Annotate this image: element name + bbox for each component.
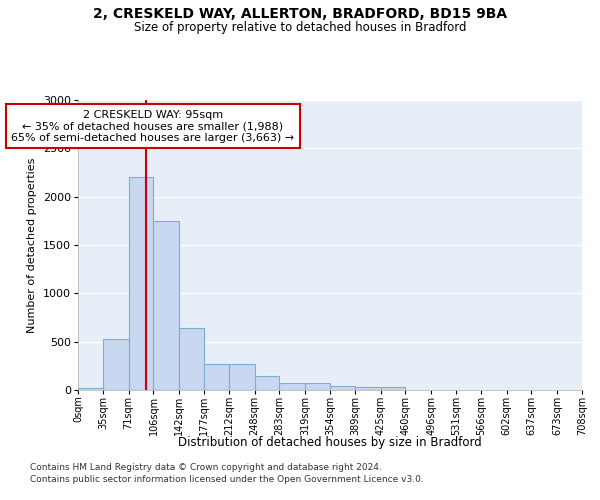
Text: 2, CRESKELD WAY, ALLERTON, BRADFORD, BD15 9BA: 2, CRESKELD WAY, ALLERTON, BRADFORD, BD1… (93, 8, 507, 22)
Bar (103, 339, 128, 390)
Y-axis label: Number of detached properties: Number of detached properties (28, 158, 37, 332)
Text: Contains public sector information licensed under the Open Government Licence v3: Contains public sector information licen… (30, 475, 424, 484)
Text: Distribution of detached houses by size in Bradford: Distribution of detached houses by size … (178, 436, 482, 449)
Bar (128, 178, 154, 390)
Bar (254, 376, 280, 390)
Bar (280, 383, 305, 390)
Bar (179, 328, 204, 390)
Bar (204, 364, 229, 390)
Bar (78, 388, 103, 390)
Text: Contains HM Land Registry data © Crown copyright and database right 2024.: Contains HM Land Registry data © Crown c… (30, 464, 382, 472)
Text: Size of property relative to detached houses in Bradford: Size of property relative to detached ho… (134, 21, 466, 34)
Bar (355, 387, 380, 390)
Bar (154, 221, 179, 390)
Bar (229, 364, 254, 390)
Bar (330, 386, 355, 390)
Text: 2 CRESKELD WAY: 95sqm
← 35% of detached houses are smaller (1,988)
65% of semi-d: 2 CRESKELD WAY: 95sqm ← 35% of detached … (11, 110, 295, 143)
Bar (305, 383, 330, 390)
Bar (380, 387, 406, 390)
